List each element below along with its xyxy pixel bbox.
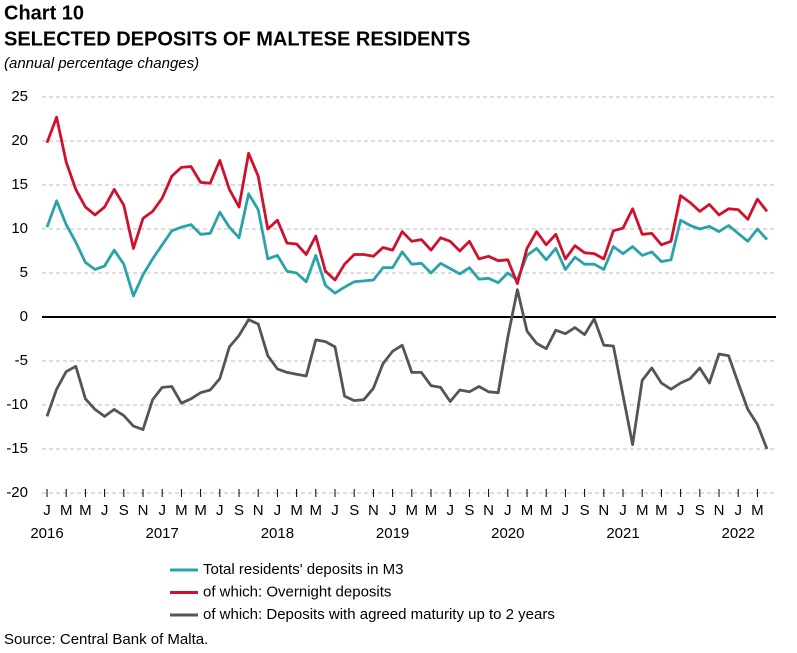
x-tick-label: M: [79, 502, 92, 519]
x-tick-label: M: [540, 502, 553, 519]
y-tick-label: -10: [6, 396, 28, 413]
series-line: [45, 288, 769, 450]
x-tick-label: N: [483, 502, 494, 519]
x-tick-label: S: [234, 502, 244, 519]
source: Source: Central Bank of Malta.: [4, 631, 208, 648]
x-group-label: 2022: [722, 525, 755, 542]
x-group-label: 2017: [146, 525, 179, 542]
x-tick-label: S: [695, 502, 705, 519]
x-tick-label: M: [175, 502, 188, 519]
y-tick-label: 20: [11, 132, 28, 149]
x-tick-label: M: [655, 502, 668, 519]
y-tick-label: -5: [15, 352, 28, 369]
legend-label: Total residents' deposits in M3: [203, 561, 403, 578]
chart-subtitle: (annual percentage changes): [4, 55, 199, 72]
y-tick-label: -15: [6, 440, 28, 457]
x-tick-label: M: [406, 502, 419, 519]
x-tick-label: J: [43, 502, 51, 519]
legend-label: of which: Deposits with agreed maturity …: [203, 606, 555, 623]
x-tick-label: M: [310, 502, 323, 519]
x-tick-label: J: [504, 502, 512, 519]
x-tick-label: N: [253, 502, 264, 519]
x-tick-label: J: [446, 502, 454, 519]
x-tick-label: M: [60, 502, 73, 519]
x-tick-label: J: [158, 502, 166, 519]
x-tick-label: M: [636, 502, 649, 519]
x-tick-label: J: [101, 502, 109, 519]
x-tick-label: S: [580, 502, 590, 519]
x-tick-label: J: [677, 502, 685, 519]
x-tick-label: M: [425, 502, 438, 519]
y-tick-label: 5: [20, 264, 28, 281]
legend-label: of which: Overnight deposits: [203, 583, 391, 600]
x-tick-label: J: [734, 502, 742, 519]
x-tick-label: J: [389, 502, 397, 519]
x-tick-label: N: [714, 502, 725, 519]
x-tick-label: J: [216, 502, 224, 519]
x-tick-label: M: [521, 502, 534, 519]
series-line: [45, 192, 769, 298]
x-tick-label: N: [368, 502, 379, 519]
x-group-label: 2020: [491, 525, 524, 542]
x-group-label: 2021: [606, 525, 639, 542]
series-line: [45, 115, 769, 285]
x-tick-label: S: [464, 502, 474, 519]
x-tick-label: J: [274, 502, 282, 519]
x-tick-label: J: [331, 502, 339, 519]
y-tick-label: 25: [11, 88, 28, 105]
x-tick-label: S: [119, 502, 129, 519]
x-tick-label: S: [349, 502, 359, 519]
x-tick-label: M: [751, 502, 764, 519]
x-tick-label: M: [290, 502, 303, 519]
x-tick-label: J: [619, 502, 627, 519]
y-tick-label: 15: [11, 176, 28, 193]
x-group-label: 2018: [261, 525, 294, 542]
x-tick-label: N: [598, 502, 609, 519]
x-group-label: 2019: [376, 525, 409, 542]
chart-label: Chart 10: [4, 2, 84, 24]
x-tick-label: N: [138, 502, 149, 519]
x-tick-label: M: [194, 502, 207, 519]
y-tick-label: 0: [20, 308, 28, 325]
y-tick-label: -20: [6, 484, 28, 501]
x-tick-label: J: [562, 502, 570, 519]
x-group-label: 2016: [30, 525, 63, 542]
chart-title: SELECTED DEPOSITS OF MALTESE RESIDENTS: [4, 28, 470, 50]
y-tick-label: 10: [11, 220, 28, 237]
